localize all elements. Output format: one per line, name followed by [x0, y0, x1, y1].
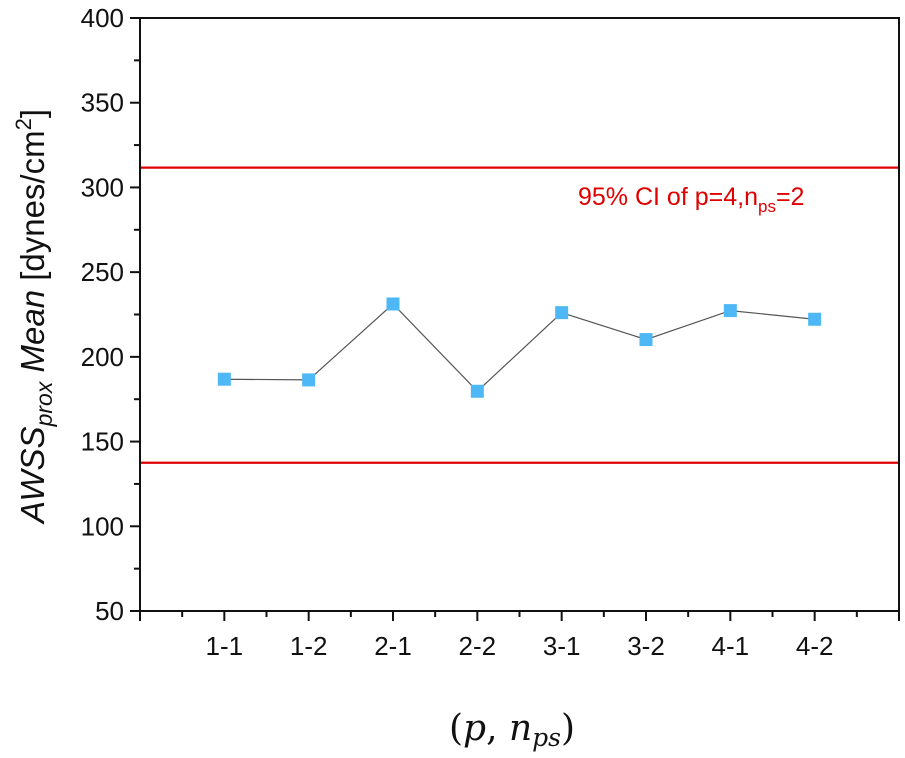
y-tick-label: 150: [81, 427, 124, 457]
data-point-marker: [217, 372, 231, 386]
data-point-marker: [386, 297, 400, 311]
y-tick-label: 350: [81, 88, 124, 118]
y-tick-label: 400: [81, 3, 124, 33]
ci-annotation: 95% CI of p=4,nps=2: [578, 183, 804, 216]
y-axis-ticks: 50 100 150 200 250 300 350 400: [81, 3, 140, 626]
data-point-marker: [639, 333, 653, 347]
data-series: [217, 297, 822, 398]
x-axis-title: (p, nps): [449, 708, 575, 752]
plot-frame: [139, 17, 900, 612]
y-tick-label: 250: [81, 257, 124, 287]
y-tick-label: 300: [81, 172, 124, 202]
y-axis-title: AWSSprox Mean [dynes/cm2]: [11, 109, 57, 525]
x-tick-label: 3-1: [543, 631, 581, 661]
x-tick-label: 4-1: [712, 631, 750, 661]
y-tick-label: 50: [95, 596, 124, 626]
confidence-interval-lines: [141, 166, 898, 464]
x-tick-label: 1-1: [206, 631, 244, 661]
x-tick-label: 2-1: [374, 631, 412, 661]
data-point-marker: [808, 312, 822, 326]
data-point-marker: [723, 304, 737, 318]
x-axis-ticks: 1-1 1-2 2-1 2-2 3-1 3-2 4-1 4-2: [139, 611, 900, 661]
y-tick-label: 200: [81, 342, 124, 372]
x-tick-label: 1-2: [290, 631, 328, 661]
data-point-marker: [470, 384, 484, 398]
series-line: [224, 303, 815, 393]
data-point-marker: [555, 306, 569, 320]
plot-border: [139, 17, 900, 612]
y-tick-label: 100: [81, 511, 124, 541]
data-point-marker: [302, 373, 316, 387]
x-tick-label: 2-2: [459, 631, 497, 661]
x-tick-label: 3-2: [627, 631, 665, 661]
x-tick-label: 4-2: [796, 631, 834, 661]
